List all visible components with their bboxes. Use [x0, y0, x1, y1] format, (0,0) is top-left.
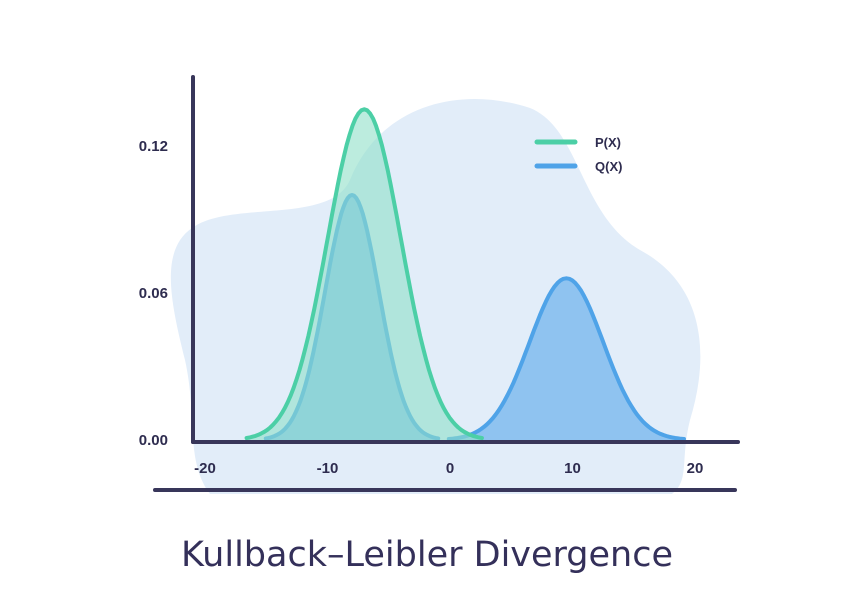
- legend-label: P(X): [595, 135, 621, 150]
- legend: P(X) Q(X): [534, 135, 622, 174]
- series-0-area-0: [246, 109, 482, 441]
- series-0-line-0: [244, 107, 484, 440]
- y-tick-label: 0.12: [139, 138, 168, 155]
- legend-label: Q(X): [595, 159, 622, 174]
- series-1-area-1: [448, 278, 684, 440]
- y-tick-label: 0.00: [139, 432, 168, 449]
- x-tick-label: -20: [194, 460, 216, 477]
- x-tick-label: 20: [687, 460, 704, 477]
- series-1-line-1: [446, 276, 686, 441]
- x-tick-label: 0: [446, 460, 454, 477]
- tick-labels: -20 -10 0 10 20 0.00 0.06 0.12: [139, 138, 704, 477]
- y-tick-label: 0.06: [139, 285, 168, 302]
- plot-area: [244, 107, 686, 441]
- chart-title: Kullback–Leibler Divergence: [181, 535, 673, 575]
- x-tick-label: -10: [317, 460, 339, 477]
- x-tick-label: 10: [564, 460, 581, 477]
